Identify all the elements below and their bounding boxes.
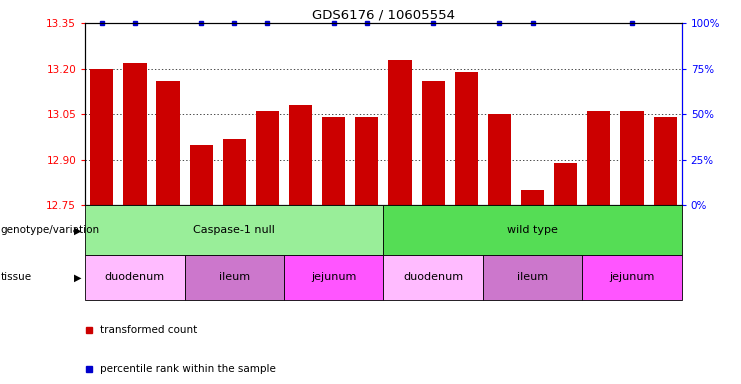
Bar [620,111,644,205]
Bar [422,81,445,205]
Bar [355,117,379,205]
Text: duodenum: duodenum [105,272,165,283]
Title: GDS6176 / 10605554: GDS6176 / 10605554 [312,9,455,22]
Text: tissue: tissue [1,272,32,283]
Text: ileum: ileum [219,272,250,283]
Bar [284,255,384,300]
Text: jejunum: jejunum [609,272,655,283]
Bar [190,145,213,205]
Text: ▶: ▶ [74,272,82,283]
Text: wild type: wild type [507,225,558,235]
Text: jejunum: jejunum [311,272,356,283]
Text: genotype/variation: genotype/variation [1,225,100,235]
Bar [488,114,511,205]
Text: ▶: ▶ [74,225,82,235]
Bar [521,190,544,205]
Bar [322,117,345,205]
Text: ileum: ileum [517,272,548,283]
Bar [588,111,611,205]
Text: duodenum: duodenum [403,272,463,283]
Bar [582,255,682,300]
Bar [85,255,185,300]
Bar [90,69,113,205]
Bar [185,255,284,300]
Bar [388,60,412,205]
Bar [123,63,147,205]
Bar [156,81,179,205]
Bar [654,117,677,205]
Bar [384,205,682,255]
Bar [289,105,312,205]
Text: Caspase-1 null: Caspase-1 null [193,225,275,235]
Bar [384,255,483,300]
Bar [483,255,582,300]
Text: transformed count: transformed count [99,325,197,335]
Bar [554,163,577,205]
Bar [256,111,279,205]
Bar [85,205,384,255]
Bar [223,139,246,205]
Text: percentile rank within the sample: percentile rank within the sample [99,364,276,374]
Bar [455,72,478,205]
